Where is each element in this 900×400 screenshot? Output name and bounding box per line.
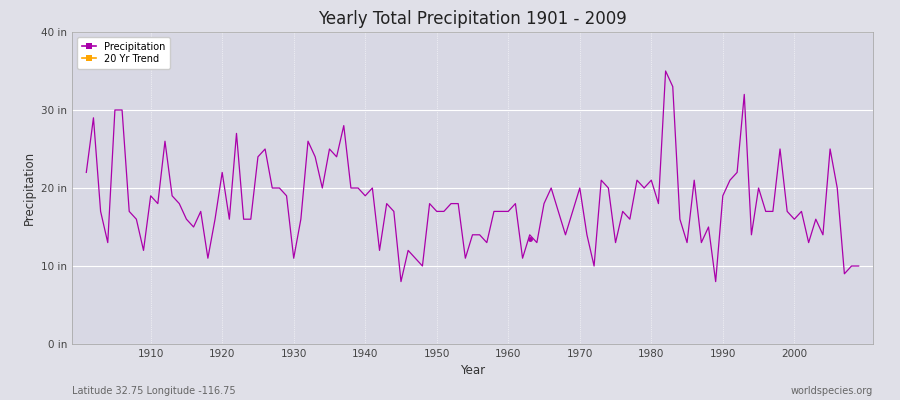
- Title: Yearly Total Precipitation 1901 - 2009: Yearly Total Precipitation 1901 - 2009: [318, 10, 627, 28]
- X-axis label: Year: Year: [460, 364, 485, 378]
- Text: Latitude 32.75 Longitude -116.75: Latitude 32.75 Longitude -116.75: [72, 386, 236, 396]
- Text: worldspecies.org: worldspecies.org: [791, 386, 873, 396]
- Y-axis label: Precipitation: Precipitation: [22, 151, 36, 225]
- Legend: Precipitation, 20 Yr Trend: Precipitation, 20 Yr Trend: [76, 37, 170, 68]
